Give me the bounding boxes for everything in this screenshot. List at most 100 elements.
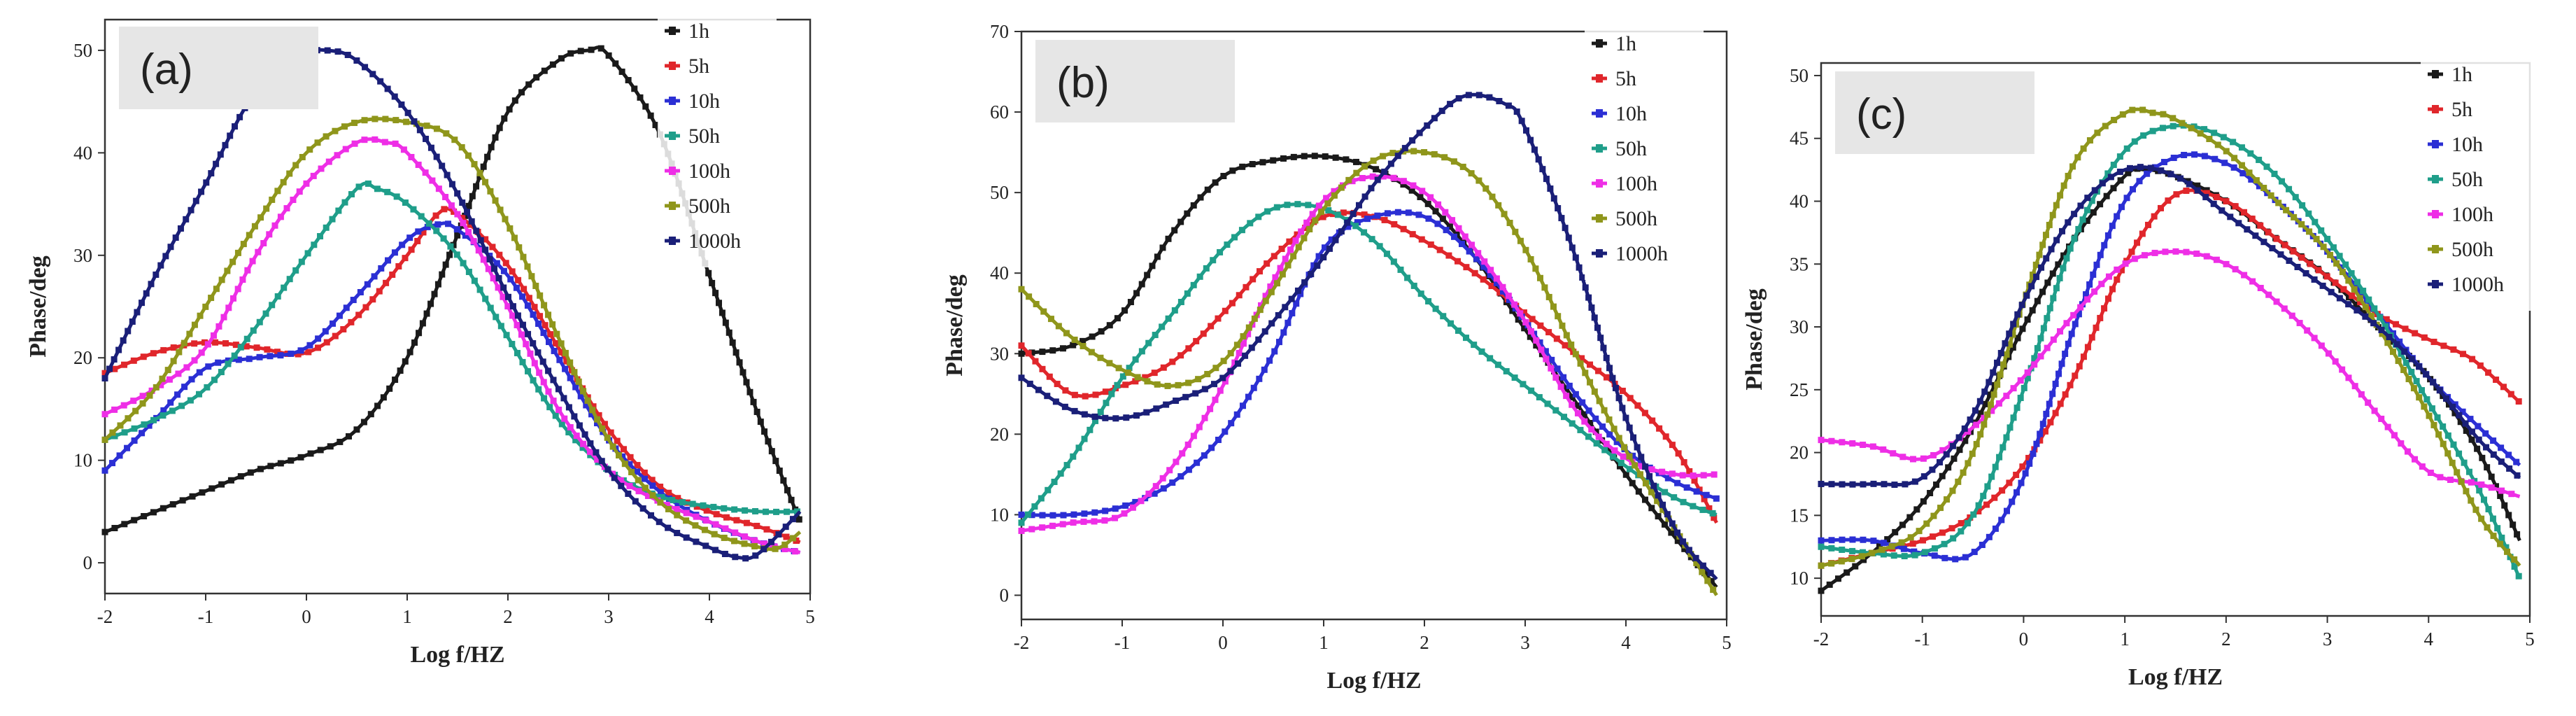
data-point-1000h: [665, 524, 672, 531]
data-point-1000h: [742, 555, 749, 562]
data-point-100h: [2063, 320, 2070, 327]
data-point-10h: [626, 461, 633, 468]
data-point-1000h: [427, 144, 434, 151]
data-point-5h: [170, 344, 177, 351]
data-point-1000h: [2436, 387, 2443, 394]
data-point-1h: [618, 69, 625, 76]
data-point-1000h: [1496, 97, 1503, 104]
data-point-10h: [336, 312, 343, 319]
data-point-5h: [1488, 283, 1495, 290]
data-point-10h: [1487, 272, 1494, 279]
data-point-5h: [1427, 241, 1434, 248]
data-point-500h: [1878, 546, 1885, 553]
data-point-500h: [1144, 378, 1151, 385]
data-point-5h: [140, 353, 147, 360]
data-point-50h: [1569, 420, 1576, 427]
data-point-10h: [1998, 517, 2005, 524]
data-point-10h: [1941, 554, 1948, 561]
data-point-500h: [2468, 497, 2475, 504]
data-point-1000h: [1409, 137, 1416, 144]
data-point-50h: [204, 384, 211, 391]
data-point-5h: [1271, 253, 1278, 260]
data-point-1000h: [2269, 245, 2276, 252]
data-point-500h: [1204, 370, 1211, 377]
data-point-500h: [341, 123, 348, 130]
x-axis-title: Log f/HZ: [1326, 668, 1421, 694]
data-point-50h: [2084, 206, 2091, 213]
data-point-1h: [1906, 514, 1913, 521]
data-point-1h: [288, 457, 295, 464]
legend-marker-1000h: [669, 237, 676, 245]
data-point-50h: [2434, 414, 2441, 421]
data-point-10h: [322, 328, 329, 335]
data-point-1000h: [2286, 258, 2293, 265]
data-point-1000h: [1990, 369, 1997, 376]
data-point-100h: [722, 525, 729, 532]
data-point-5h: [1025, 350, 1032, 357]
data-point-500h: [2327, 251, 2334, 258]
legend-label-1000h: 1000h: [2451, 273, 2504, 296]
data-point-100h: [277, 213, 284, 220]
data-point-10h: [1554, 365, 1561, 372]
data-point-50h: [552, 412, 559, 419]
data-point-50h: [1376, 243, 1383, 250]
data-point-500h: [2074, 154, 2081, 161]
data-point-5h: [1991, 494, 1998, 501]
data-point-10h: [1321, 244, 1328, 251]
data-point-100h: [1499, 283, 1506, 290]
data-point-1h: [1400, 181, 1407, 188]
data-point-10h: [2201, 153, 2208, 160]
data-point-1h: [705, 269, 712, 276]
data-point-500h: [246, 232, 253, 239]
data-point-1h: [1197, 194, 1204, 201]
data-point-50h: [2444, 432, 2451, 439]
data-point-50h: [1975, 502, 1982, 509]
data-point-100h: [504, 303, 511, 310]
data-point-50h: [579, 444, 586, 451]
data-point-50h: [1671, 494, 1678, 501]
data-point-100h: [2468, 479, 2475, 486]
data-point-50h: [1390, 258, 1397, 265]
data-point-500h: [1818, 562, 1825, 569]
data-point-500h: [1838, 558, 1845, 565]
data-point-1000h: [2483, 444, 2490, 451]
data-point-5h: [563, 358, 570, 365]
data-point-1000h: [1535, 156, 1542, 163]
data-point-100h: [1860, 442, 1867, 449]
data-point-100h: [1282, 255, 1289, 262]
data-point-500h: [2094, 129, 2101, 136]
data-point-5h: [1711, 514, 1718, 521]
data-point-500h: [1295, 244, 1302, 251]
data-point-10h: [1201, 452, 1208, 459]
data-point-50h: [225, 360, 232, 367]
data-point-1h: [716, 300, 723, 307]
data-point-50h: [121, 429, 128, 436]
data-point-10h: [2129, 185, 2136, 192]
legend-marker-100h: [1596, 179, 1603, 188]
data-point-1h: [1098, 328, 1105, 335]
data-point-1000h: [550, 377, 557, 384]
data-point-500h: [2179, 120, 2186, 127]
data-point-1h: [237, 473, 244, 480]
data-point-50h: [1839, 546, 1846, 553]
data-point-50h: [329, 216, 336, 223]
data-point-50h: [1662, 489, 1669, 496]
data-point-100h: [781, 546, 788, 553]
data-point-1000h: [1619, 405, 1626, 412]
data-point-500h: [2119, 111, 2126, 118]
data-point-1000h: [1242, 352, 1249, 359]
data-point-100h: [2404, 448, 2411, 455]
data-point-1000h: [1288, 295, 1295, 302]
data-point-10h: [116, 452, 123, 459]
data-point-5h: [2067, 381, 2074, 388]
data-point-50h: [1051, 478, 1058, 485]
data-point-5h: [1361, 211, 1368, 218]
data-point-1000h: [519, 321, 526, 328]
data-point-1000h: [232, 123, 239, 130]
data-point-10h: [1536, 339, 1543, 346]
data-point-500h: [1290, 253, 1297, 260]
data-point-500h: [2463, 488, 2470, 495]
data-point-100h: [1166, 467, 1173, 474]
data-point-10h: [1674, 479, 1681, 486]
data-point-1000h: [398, 101, 405, 108]
